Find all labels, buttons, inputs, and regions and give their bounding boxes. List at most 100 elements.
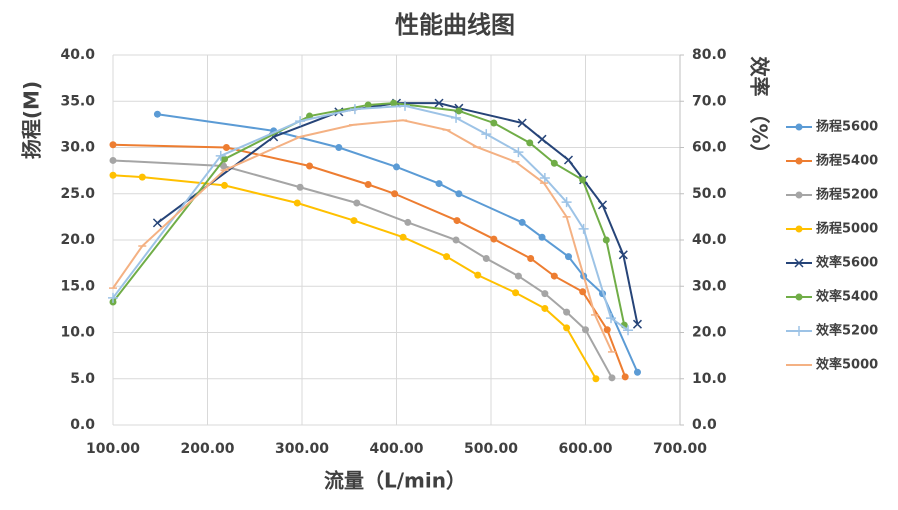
point [578,223,589,234]
point [561,197,572,208]
legend-label: 扬程5400 [816,153,878,169]
point [563,155,574,165]
point [400,100,411,111]
point [215,150,226,161]
point [390,99,398,107]
y-tick-label: 25.0 [60,186,95,202]
point [513,147,524,158]
x-tick-label: 500.00 [464,441,518,457]
point [623,325,634,336]
point [512,289,520,297]
point [222,144,230,151]
point [391,190,399,198]
legend-marker [795,157,803,165]
point [451,112,462,123]
point [517,118,527,128]
point [350,217,358,225]
point [482,255,490,262]
point [399,233,407,241]
point [108,292,118,303]
legend-label: 扬程5200 [816,187,878,203]
point [353,199,361,207]
point [221,181,229,189]
point [455,107,463,115]
y-tick-label: 0.0 [70,417,95,433]
point [514,272,522,280]
y2-tick-label: 50.0 [692,186,727,202]
chart-title: 性能曲线图 [395,11,515,39]
point [541,290,549,298]
point [221,155,229,163]
point [633,368,641,376]
point [434,98,444,108]
y-tick-label: 40.0 [60,47,95,63]
y-tick-label: 5.0 [70,371,95,387]
point [152,218,162,228]
point [393,163,400,171]
series-line [112,104,629,332]
point [527,255,535,262]
y2-tick-label: 0.0 [692,417,717,433]
legend-marker [795,191,803,199]
point [621,373,629,381]
point [364,181,372,188]
point [452,236,460,244]
x-tick-label: 200.00 [180,441,234,457]
point [443,253,451,261]
point [220,162,228,170]
y2-axis-title: 效率 （%） [748,56,772,163]
legend-label: 扬程5000 [816,221,878,237]
y-tick-label: 35.0 [60,93,95,109]
series-line [112,143,627,378]
x-tick-label: 700.00 [653,441,707,457]
point [490,235,498,243]
point [592,375,600,383]
point [563,324,571,332]
point [109,141,117,149]
point [153,110,161,118]
point [306,162,314,170]
point [538,233,546,241]
point [526,139,534,147]
point [490,119,498,127]
legend-label: 效率5400 [816,289,878,305]
point [349,104,360,115]
legend-marker [794,326,804,336]
point [109,156,117,164]
y-axis-title: 扬程(M) [20,81,44,159]
point [364,101,372,109]
point [295,116,306,127]
legend-marker [794,258,804,268]
point [632,319,643,329]
legend-label: 效率5000 [816,357,878,373]
point [474,271,482,279]
point [602,236,610,244]
point [539,173,550,184]
point [608,374,616,382]
series-line [157,113,639,373]
point [597,200,608,210]
point [603,326,611,334]
y-tick-label: 20.0 [60,232,95,248]
point [335,144,343,151]
point [618,250,628,260]
point [518,218,526,226]
point [563,308,571,316]
y2-tick-label: 80.0 [692,47,727,63]
point [481,129,492,140]
x-axis-title: 流量（L/min） [324,469,466,493]
point [138,173,146,181]
point [606,313,617,324]
point [579,288,587,296]
y2-tick-label: 40.0 [692,232,727,248]
y2-tick-label: 20.0 [692,325,727,341]
point [404,218,412,226]
point [541,304,549,312]
point [537,134,547,144]
x-tick-label: 300.00 [275,441,329,457]
point [109,171,117,179]
y-tick-label: 30.0 [60,140,95,156]
y2-tick-label: 60.0 [692,140,727,156]
y2-tick-label: 70.0 [692,93,727,109]
